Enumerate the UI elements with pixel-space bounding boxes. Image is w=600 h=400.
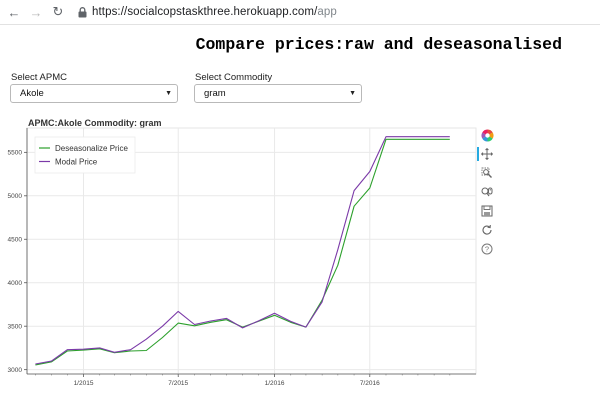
pan-tool[interactable] xyxy=(477,147,494,161)
url-text[interactable]: https://socialcopstaskthree.herokuapp.co… xyxy=(92,6,337,18)
box-zoom-tool[interactable] xyxy=(480,166,494,180)
series-line-modal-price[interactable] xyxy=(35,136,450,365)
wheel-zoom-icon xyxy=(481,187,493,197)
legend-label-deseasonalize-price[interactable]: Deseasonalize Price xyxy=(55,144,128,153)
commodity-select-value: gram xyxy=(204,88,226,99)
reload-icon[interactable]: ↻ xyxy=(52,4,64,19)
chevron-down-icon: ▼ xyxy=(349,90,356,97)
bokeh-logo-icon[interactable] xyxy=(480,128,494,142)
y-tick-label: 5000 xyxy=(8,193,23,200)
apmc-label: Select APMC xyxy=(11,72,67,83)
x-tick-label: 1/2016 xyxy=(265,380,285,387)
x-tick-label: 1/2015 xyxy=(74,380,94,387)
chevron-down-icon: ▼ xyxy=(165,90,172,97)
pan-icon xyxy=(481,148,493,160)
url-path: app xyxy=(317,6,337,18)
help-icon: ? xyxy=(481,243,493,255)
lock-icon[interactable] xyxy=(76,6,88,18)
y-tick-label: 3000 xyxy=(8,367,23,374)
commodity-select[interactable]: gram ▼ xyxy=(194,84,362,103)
y-tick-label: 4000 xyxy=(8,280,23,287)
legend-box xyxy=(34,136,136,174)
active-tool-indicator xyxy=(477,147,479,161)
url-host: https://socialcopstaskthree.herokuapp.co… xyxy=(92,6,318,18)
save-icon xyxy=(481,205,493,217)
reset-icon xyxy=(482,224,492,235)
y-tick-label: 3500 xyxy=(8,323,23,330)
box-zoom-icon xyxy=(481,167,492,178)
apmc-select-value: Akole xyxy=(20,88,44,99)
forward-arrow-icon[interactable]: → xyxy=(29,4,43,20)
commodity-label: Select Commodity xyxy=(195,72,273,83)
back-arrow-icon[interactable]: ← xyxy=(7,4,21,20)
chart-title: APMC:Akole Commodity: gram xyxy=(28,118,162,128)
apmc-select[interactable]: Akole ▼ xyxy=(10,84,178,103)
help-tool[interactable]: ? xyxy=(480,242,494,256)
wheel-zoom-tool[interactable] xyxy=(480,185,494,199)
legend-label-modal-price[interactable]: Modal Price xyxy=(55,157,98,166)
x-tick-label: 7/2016 xyxy=(360,380,380,387)
save-tool[interactable] xyxy=(480,204,494,218)
chart-toolbar: ? xyxy=(477,128,494,261)
y-tick-label: 4500 xyxy=(8,237,23,244)
page-title: Compare prices:raw and deseasonalised xyxy=(195,35,562,54)
reset-tool[interactable] xyxy=(480,223,494,237)
y-tick-label: 5500 xyxy=(8,150,23,157)
series-line-deseasonalize-price[interactable] xyxy=(35,138,450,366)
svg-text:?: ? xyxy=(485,245,489,254)
x-tick-label: 7/2015 xyxy=(168,380,188,387)
browser-address-bar: ← → ↻ https://socialcopstaskthree.heroku… xyxy=(0,0,600,25)
